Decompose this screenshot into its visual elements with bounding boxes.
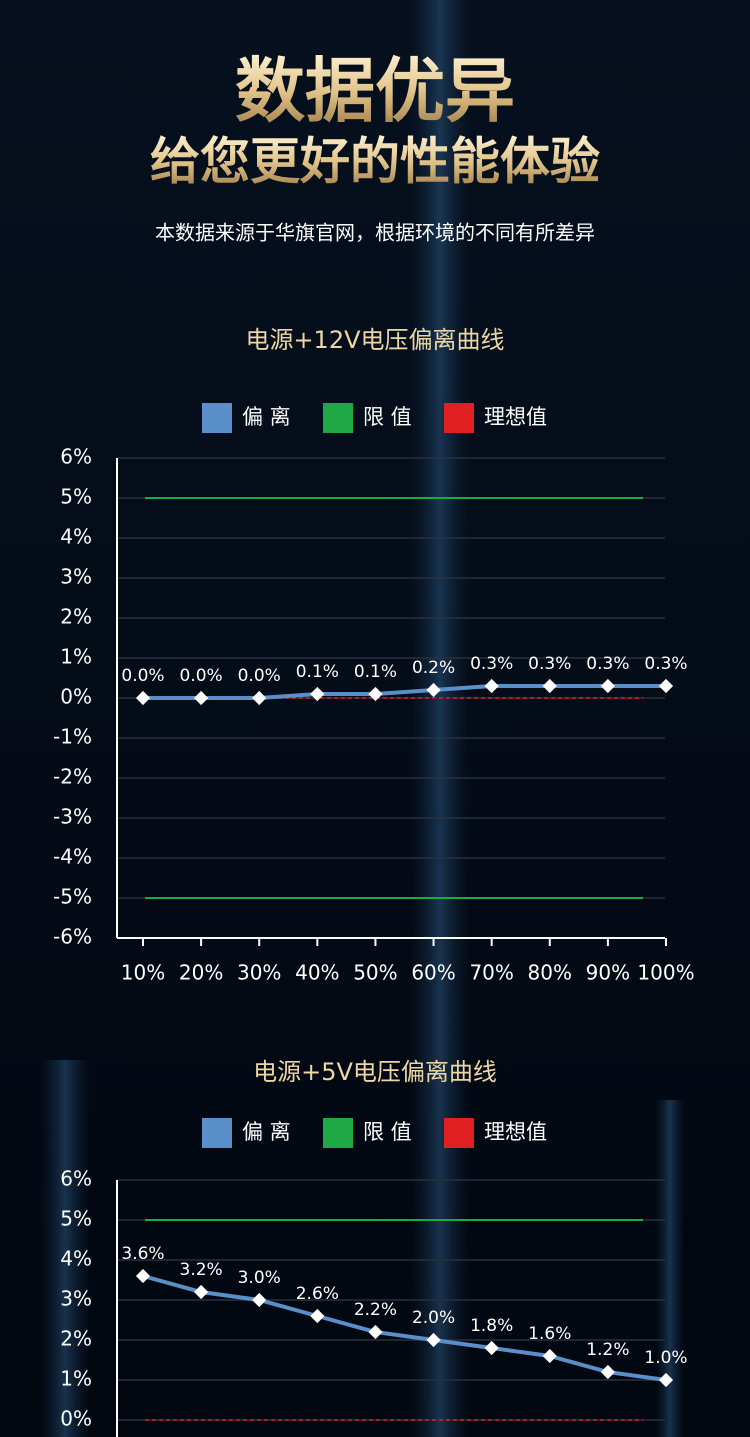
x-tick-label: 100% — [637, 961, 694, 985]
data-point — [194, 1284, 209, 1300]
legend-swatch — [444, 1118, 474, 1148]
data-point — [135, 1268, 151, 1284]
data-label: 2.0% — [412, 1308, 455, 1328]
legend-label: 限 值 — [363, 1120, 412, 1144]
y-tick-label: 2% — [60, 605, 92, 629]
legend-label: 理想值 — [484, 1120, 547, 1144]
data-point — [542, 678, 557, 694]
series-line — [143, 684, 666, 700]
title: 数据优异 — [235, 50, 515, 132]
note: 本数据来源于华旗官网，根据环境的不同有所差异 — [155, 221, 595, 245]
y-tick-label: -3% — [53, 805, 92, 829]
data-point — [600, 678, 615, 694]
data-label: 0.3% — [644, 654, 687, 674]
data-point — [658, 678, 674, 694]
legend-label: 偏 离 — [242, 405, 291, 429]
data-point — [135, 690, 151, 706]
y-tick-label: 3% — [60, 1287, 92, 1311]
chart-title: 电源+12V电压偏离曲线 — [245, 326, 504, 354]
x-tick-label: 70% — [469, 961, 513, 985]
y-tick-label: 4% — [60, 525, 92, 549]
x-tick-label: 10% — [121, 961, 165, 985]
data-label: 0.2% — [412, 658, 455, 678]
data-point — [252, 690, 267, 706]
subtitle: 给您更好的性能体验 — [150, 133, 600, 191]
data-point — [426, 1332, 441, 1348]
y-tick-label: 4% — [60, 1247, 92, 1271]
legend-label: 理想值 — [484, 405, 547, 429]
data-point — [194, 690, 209, 706]
data-label: 2.6% — [296, 1284, 339, 1304]
legend-swatch — [202, 1118, 232, 1148]
data-point — [542, 1348, 557, 1364]
data-point — [368, 686, 383, 702]
data-label: 0.3% — [528, 654, 571, 674]
series-line — [142, 1274, 667, 1382]
legend-label: 限 值 — [363, 405, 412, 429]
y-tick-label: -1% — [53, 725, 92, 749]
data-label: 3.0% — [238, 1268, 281, 1288]
light-streak — [655, 1100, 685, 1437]
y-tick-label: 2% — [60, 1327, 92, 1351]
y-tick-label: 0% — [60, 1407, 92, 1431]
x-tick-label: 20% — [179, 961, 223, 985]
data-point — [600, 1364, 615, 1380]
data-label: 0.0% — [121, 666, 164, 686]
x-tick-label: 60% — [411, 961, 455, 985]
data-label: 0.1% — [354, 662, 397, 682]
data-label: 0.3% — [470, 654, 513, 674]
data-label: 1.0% — [644, 1348, 687, 1368]
data-point — [310, 686, 325, 702]
x-tick-label: 90% — [586, 961, 630, 985]
data-label: 1.2% — [586, 1340, 629, 1360]
y-tick-label: 3% — [60, 565, 92, 589]
data-label: 2.2% — [354, 1300, 397, 1320]
y-tick-label: 5% — [60, 1207, 92, 1231]
data-point — [368, 1324, 383, 1340]
data-label: 3.6% — [121, 1244, 164, 1264]
y-tick-label: 1% — [60, 645, 92, 669]
y-tick-label: -5% — [53, 885, 92, 909]
data-label: 0.3% — [586, 654, 629, 674]
y-tick-label: 0% — [60, 685, 92, 709]
data-point — [484, 678, 499, 694]
x-tick-label: 80% — [528, 961, 572, 985]
data-point — [252, 1292, 267, 1308]
y-tick-label: 5% — [60, 485, 92, 509]
data-label: 0.0% — [180, 666, 223, 686]
y-tick-label: 1% — [60, 1367, 92, 1391]
chart-title: 电源+5V电压偏离曲线 — [253, 1058, 497, 1086]
data-label: 3.2% — [180, 1260, 223, 1280]
y-tick-label: -2% — [53, 765, 92, 789]
x-tick-label: 50% — [353, 961, 397, 985]
y-tick-label: -4% — [53, 845, 92, 869]
x-tick-label: 30% — [237, 961, 281, 985]
data-label: 0.1% — [296, 662, 339, 682]
legend-swatch — [323, 1118, 353, 1148]
data-point — [484, 1340, 499, 1356]
light-streak — [40, 1060, 90, 1437]
y-tick-label: 6% — [60, 445, 92, 469]
y-tick-label: 6% — [60, 1167, 92, 1191]
data-point — [310, 1308, 325, 1324]
legend-swatch — [323, 403, 353, 433]
legend-swatch — [202, 403, 232, 433]
data-label: 1.8% — [470, 1316, 513, 1336]
legend-swatch — [444, 403, 474, 433]
data-point — [658, 1372, 674, 1388]
light-streak — [410, 0, 470, 1437]
x-tick-label: 40% — [295, 961, 339, 985]
y-tick-label: -6% — [53, 925, 92, 949]
legend-label: 偏 离 — [242, 1120, 291, 1144]
data-label: 1.6% — [528, 1324, 571, 1344]
data-point — [426, 682, 441, 698]
data-label: 0.0% — [238, 666, 281, 686]
